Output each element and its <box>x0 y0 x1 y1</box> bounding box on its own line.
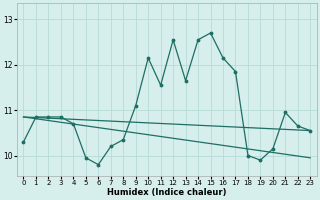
X-axis label: Humidex (Indice chaleur): Humidex (Indice chaleur) <box>107 188 227 197</box>
